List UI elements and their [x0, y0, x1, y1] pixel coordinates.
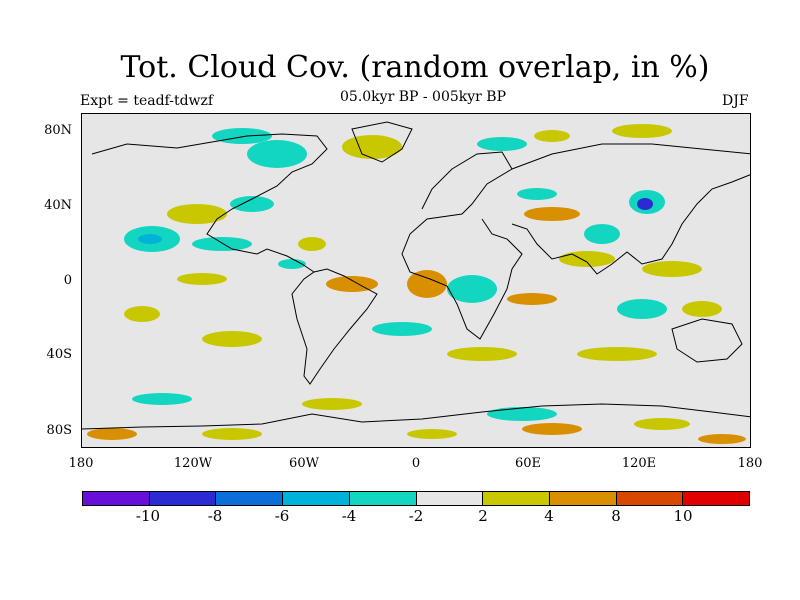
colorbar-segment — [149, 492, 217, 505]
anomaly-patch — [372, 322, 432, 336]
anomaly-patch — [230, 196, 274, 212]
anomaly-patch — [298, 237, 326, 251]
anomaly-patch — [132, 393, 192, 405]
anomaly-patch — [698, 434, 746, 444]
anomaly-patch — [247, 140, 307, 168]
antarctica-coast — [82, 403, 750, 430]
coastlines — [82, 121, 750, 430]
anomaly-patch — [278, 259, 306, 269]
colorbar-label: 2 — [478, 507, 488, 525]
anomaly-patch — [407, 270, 447, 298]
map-plot — [81, 113, 751, 448]
y-tick-40s: 40S — [46, 347, 72, 362]
anomaly-patch — [637, 198, 653, 210]
anomaly-patch — [642, 261, 702, 277]
anomaly-patch — [87, 428, 137, 440]
colorbar — [82, 491, 750, 506]
south-america-coast — [291, 268, 378, 385]
anomaly-patch — [584, 224, 620, 244]
season-label: DJF — [722, 93, 749, 109]
x-tick-120w: 120W — [173, 456, 213, 471]
anomaly-patch — [202, 428, 262, 440]
anomaly-patch — [202, 331, 262, 347]
experiment-label: Expt = teadf-tdwzf — [80, 93, 214, 109]
colorbar-label: 10 — [673, 507, 693, 525]
anomaly-patch — [447, 275, 497, 303]
anomaly-patch — [524, 207, 580, 221]
map-svg — [82, 121, 750, 444]
anomaly-patch — [167, 204, 227, 224]
anomaly-patch — [682, 301, 722, 317]
colorbar-segment — [283, 492, 350, 505]
greenland-coast — [351, 121, 413, 163]
colorbar-label: -2 — [408, 507, 424, 525]
asia-coast — [511, 143, 750, 275]
y-tick-0: 0 — [63, 273, 72, 288]
x-tick-180e: 180 — [737, 456, 763, 471]
colorbar-label: -4 — [341, 507, 357, 525]
anomaly-patch — [507, 293, 557, 305]
colorbar-segment — [216, 492, 284, 505]
y-tick-40n: 40N — [44, 198, 72, 213]
anomaly-patch — [326, 276, 378, 292]
colorbar-label: 4 — [544, 507, 554, 525]
chart-subtitle: 05.0kyr BP - 005kyr BP — [340, 89, 507, 105]
anomaly-patch — [192, 237, 252, 251]
colorbar-segment — [616, 492, 684, 505]
colorbar-segment — [483, 492, 550, 505]
colorbar-label: -6 — [274, 507, 290, 525]
x-tick-0: 0 — [411, 456, 421, 471]
colorbar-segment — [349, 492, 417, 505]
colorbar-label: 8 — [611, 507, 621, 525]
anomaly-patch — [534, 130, 570, 142]
anomaly-patch — [477, 137, 527, 151]
anomaly-patch — [302, 398, 362, 410]
anomaly-patch — [617, 299, 667, 319]
anomaly-patch — [447, 347, 517, 361]
chart-title: Tot. Cloud Cov. (random overlap, in %) — [120, 50, 710, 85]
x-tick-120e: 120E — [621, 456, 657, 471]
x-tick-60e: 60E — [514, 456, 542, 471]
north-america-coast — [91, 133, 328, 273]
anomaly-patch — [577, 347, 657, 361]
anomaly-patch — [212, 128, 272, 144]
x-tick-180w: 180 — [68, 456, 94, 471]
anomaly-patch — [177, 273, 227, 285]
anomaly-patch — [138, 234, 162, 244]
colorbar-label: -8 — [207, 507, 223, 525]
colorbar-label: -10 — [135, 507, 161, 525]
y-tick-80n: 80N — [44, 123, 72, 138]
anomaly-patch — [407, 429, 457, 439]
europe-africa-coast — [401, 151, 523, 340]
anomaly-patches — [87, 124, 746, 444]
anomaly-patch — [612, 124, 672, 138]
y-tick-80s: 80S — [46, 423, 72, 438]
anomaly-patch — [634, 418, 690, 430]
colorbar-segment — [549, 492, 617, 505]
colorbar-segment — [683, 492, 750, 505]
anomaly-patch — [124, 306, 160, 322]
anomaly-patch — [522, 423, 582, 435]
anomaly-patch — [559, 251, 615, 267]
x-tick-60w: 60W — [289, 456, 319, 471]
anomaly-patch — [487, 407, 557, 421]
colorbar-segment — [83, 492, 150, 505]
anomaly-patch — [517, 188, 557, 200]
australia-coast — [671, 318, 743, 363]
colorbar-segment — [416, 492, 484, 505]
